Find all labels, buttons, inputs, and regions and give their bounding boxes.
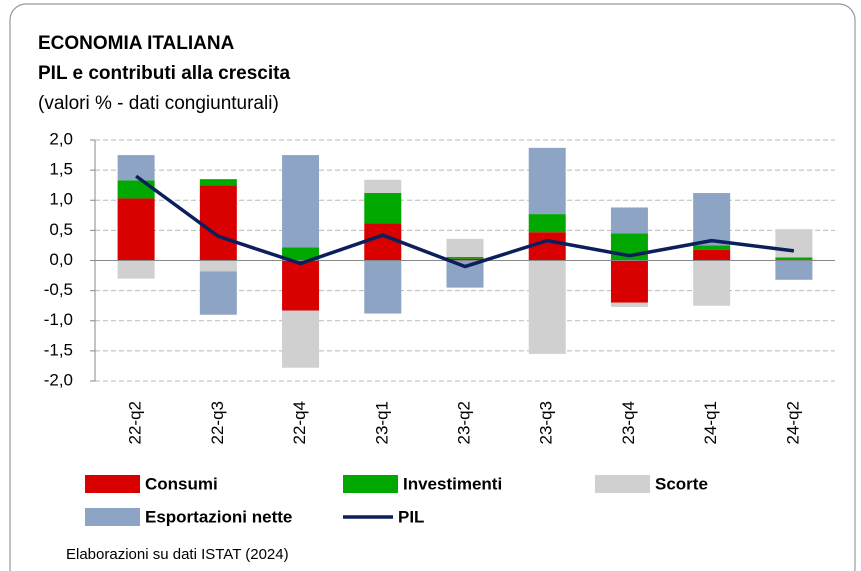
legend-swatch bbox=[343, 475, 398, 493]
bar-segment bbox=[364, 193, 402, 224]
bar-segment bbox=[282, 155, 320, 248]
bar-segment bbox=[282, 260, 320, 311]
bar-segment bbox=[693, 260, 731, 306]
bar-segment bbox=[282, 247, 320, 261]
bar-segment bbox=[693, 249, 731, 261]
bar-segment bbox=[117, 198, 155, 261]
bar-segment bbox=[610, 260, 648, 303]
bar-segment bbox=[528, 147, 566, 215]
y-tick-label: -0,5 bbox=[44, 280, 73, 299]
legend-swatch bbox=[85, 508, 140, 526]
bar-segment bbox=[199, 271, 237, 315]
y-tick-label: 0,5 bbox=[49, 220, 73, 239]
bar-segment bbox=[693, 193, 731, 246]
y-axis-label: (valori % - dati congiunturali) bbox=[38, 93, 279, 114]
legend-label: Esportazioni nette bbox=[145, 507, 292, 526]
line-series bbox=[135, 174, 795, 269]
bar-segment bbox=[117, 260, 155, 279]
bar-segment bbox=[446, 256, 484, 259]
x-tick-label: 22-q4 bbox=[290, 401, 309, 444]
bar-segment bbox=[364, 179, 402, 194]
source-note: Elaborazioni su dati ISTAT (2024) bbox=[66, 546, 289, 563]
frame bbox=[9, 3, 856, 571]
legend-swatch bbox=[85, 475, 140, 493]
y-tick-label: -1,5 bbox=[44, 340, 73, 359]
legend-label: Scorte bbox=[655, 474, 708, 493]
x-tick-label: 22-q2 bbox=[126, 401, 145, 444]
bar-segment bbox=[446, 258, 484, 261]
y-tick-label: -2,0 bbox=[44, 370, 73, 389]
x-tick-label: 22-q3 bbox=[208, 401, 227, 444]
bar-segment bbox=[446, 238, 484, 257]
y-tick-label: 1,0 bbox=[49, 190, 73, 209]
bar-segment bbox=[117, 180, 155, 199]
y-tick-label: 1,5 bbox=[49, 160, 73, 179]
bar-segment bbox=[446, 260, 484, 288]
y-tick-label: -1,0 bbox=[44, 310, 73, 329]
bar-segment bbox=[364, 260, 402, 314]
legend-label: Consumi bbox=[145, 474, 218, 493]
bar-segment bbox=[528, 214, 566, 233]
bar-segment bbox=[775, 229, 813, 258]
x-tick-label: 24-q1 bbox=[701, 401, 720, 444]
x-tick-label: 23-q3 bbox=[537, 401, 556, 444]
chart-subtitle: PIL e contributi alla crescita bbox=[38, 63, 290, 84]
y-tick-label: 0,0 bbox=[49, 250, 73, 269]
bar-segment bbox=[282, 310, 320, 368]
bar-segment bbox=[199, 260, 237, 272]
bar-segment bbox=[610, 302, 648, 307]
x-tick-label: 23-q4 bbox=[619, 401, 638, 444]
bar-segment bbox=[693, 245, 731, 250]
bar-segment bbox=[528, 260, 566, 354]
y-tick-label: 2,0 bbox=[49, 129, 73, 148]
bar-segment bbox=[775, 257, 813, 261]
bar-segment bbox=[775, 260, 813, 280]
x-tick-label: 24-q2 bbox=[783, 401, 802, 444]
bar-segment bbox=[528, 232, 566, 261]
bar-segment bbox=[199, 179, 237, 186]
x-tick-label: 23-q2 bbox=[454, 401, 473, 444]
chart-title: ECONOMIA ITALIANA bbox=[38, 33, 235, 54]
bar-segment bbox=[364, 223, 402, 261]
legend-label: PIL bbox=[398, 507, 424, 526]
legend-label: Investimenti bbox=[403, 474, 502, 493]
x-tick-label: 23-q1 bbox=[372, 401, 391, 444]
legend-swatch bbox=[595, 475, 650, 493]
bar-segment bbox=[610, 207, 648, 234]
bar-segment bbox=[199, 185, 237, 261]
